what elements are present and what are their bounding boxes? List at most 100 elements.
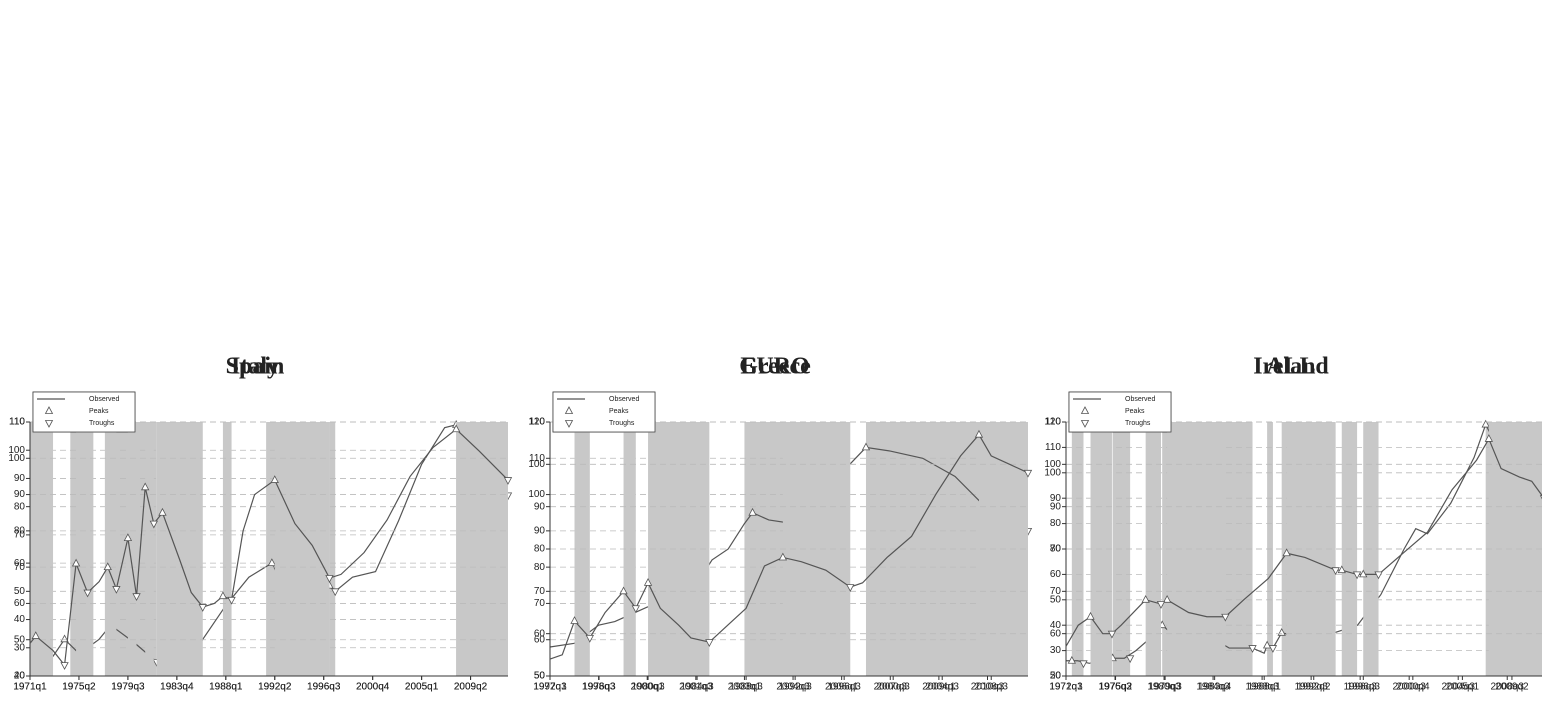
x-tick-label: 1979q3 bbox=[111, 682, 145, 693]
y-tick-label: 50 bbox=[14, 634, 26, 645]
x-tick-label: 1988q1 bbox=[209, 682, 243, 693]
peak-marker bbox=[267, 558, 277, 567]
y-tick-label: 40 bbox=[14, 614, 26, 625]
x-tick-label: 2000q1 bbox=[631, 682, 665, 693]
x-tick-label: 1976q3 bbox=[582, 682, 616, 693]
x-tick-label: 1971q1 bbox=[1049, 682, 1083, 693]
x-tick-label: 1980q3 bbox=[1147, 682, 1181, 693]
peak-marker bbox=[1067, 655, 1076, 664]
legend-label: Observed bbox=[609, 396, 639, 403]
x-tick-label: 1983q4 bbox=[160, 682, 194, 693]
x-tick-label: 1997q1 bbox=[533, 682, 567, 693]
trough-marker bbox=[1374, 571, 1383, 580]
trough-marker bbox=[331, 588, 340, 597]
recession-band bbox=[329, 422, 336, 676]
recession-band bbox=[1145, 422, 1161, 676]
peak-marker bbox=[1282, 548, 1291, 557]
y-tick-label: 90 bbox=[1050, 501, 1062, 512]
x-tick-label: 1975q2 bbox=[62, 682, 96, 693]
x-tick-label: 2005q1 bbox=[405, 682, 439, 693]
peak-marker bbox=[748, 507, 757, 516]
x-tick-label: 1992q2 bbox=[258, 682, 292, 693]
y-tick-label: 80 bbox=[534, 544, 546, 555]
recession-band bbox=[274, 422, 330, 676]
recession-band bbox=[104, 422, 117, 676]
y-tick-label: 60 bbox=[534, 628, 546, 639]
legend-label: Observed bbox=[1125, 396, 1155, 403]
legend-label: Peaks bbox=[609, 408, 629, 415]
x-tick-label: 2000q4 bbox=[356, 682, 390, 693]
x-tick-label: 1979q3 bbox=[1148, 682, 1182, 693]
x-tick-label: 1996q3 bbox=[307, 682, 341, 693]
x-tick-label: 1971q1 bbox=[13, 682, 47, 693]
y-tick-label: 80 bbox=[14, 525, 26, 536]
legend-swatch bbox=[44, 420, 54, 428]
x-tick-label: 2000q4 bbox=[356, 682, 390, 693]
x-tick-label: 1996q3 bbox=[1343, 682, 1377, 693]
x-tick-label: 1998q3 bbox=[582, 682, 616, 693]
observed-line bbox=[549, 433, 1029, 660]
x-tick-label: 1979q3 bbox=[111, 682, 145, 693]
peak-marker bbox=[141, 482, 150, 491]
x-tick-label: 1984q3 bbox=[680, 682, 714, 693]
x-tick-label: 1983q4 bbox=[160, 682, 194, 693]
x-tick-label: 2001q3 bbox=[679, 682, 713, 693]
x-tick-label: 1980q3 bbox=[631, 682, 665, 693]
trough-marker bbox=[1023, 469, 1033, 478]
y-tick-label: 120 bbox=[528, 417, 545, 428]
y-tick-label: 60 bbox=[1050, 628, 1062, 639]
y-tick-label: 90 bbox=[1050, 493, 1062, 504]
observed-line bbox=[1065, 437, 1542, 647]
x-tick-label: 1996q3 bbox=[307, 682, 341, 693]
recession-band bbox=[156, 422, 203, 676]
x-tick-label: 2006q1 bbox=[825, 682, 859, 693]
legend-label: Troughs bbox=[609, 420, 635, 427]
trough-marker bbox=[132, 593, 141, 602]
legend-label: Observed bbox=[89, 396, 119, 403]
trough-marker bbox=[1352, 571, 1362, 580]
chart-title: Italy bbox=[231, 354, 279, 380]
x-tick-label: 2009q2 bbox=[454, 682, 488, 693]
legend-swatch bbox=[44, 406, 54, 414]
y-tick-label: 20 bbox=[1050, 671, 1062, 682]
trough-marker bbox=[325, 575, 334, 583]
x-tick-label: 1972q3 bbox=[1049, 682, 1083, 693]
peak-marker bbox=[1262, 640, 1272, 649]
peak-marker bbox=[60, 634, 69, 643]
y-tick-label: 50 bbox=[534, 671, 546, 682]
chart-title: Ireland bbox=[1253, 354, 1329, 380]
trough-marker bbox=[1156, 601, 1166, 609]
x-tick-label: 1975q2 bbox=[62, 682, 96, 693]
trough-marker bbox=[60, 662, 69, 670]
peak-marker bbox=[861, 442, 871, 451]
y-tick-label: 70 bbox=[1050, 586, 1062, 597]
peak-marker bbox=[1337, 565, 1346, 574]
recession-band bbox=[145, 422, 154, 676]
trough-marker bbox=[1221, 613, 1230, 622]
peak-marker bbox=[1481, 419, 1490, 428]
x-tick-label: 1996q3 bbox=[1347, 682, 1381, 693]
x-tick-label: 2000q3 bbox=[876, 682, 910, 693]
y-tick-label: 90 bbox=[534, 525, 546, 536]
trough-marker bbox=[631, 605, 640, 614]
x-tick-label: 1992q2 bbox=[258, 682, 292, 693]
observed-line bbox=[29, 428, 509, 667]
y-tick-label: 40 bbox=[1050, 620, 1062, 631]
trough-marker bbox=[1107, 630, 1117, 639]
peak-marker bbox=[31, 631, 40, 639]
peak-marker bbox=[1086, 611, 1095, 620]
y-tick-label: 60 bbox=[1050, 569, 1062, 580]
peak-marker bbox=[778, 552, 788, 561]
x-tick-label: 2000q3 bbox=[1392, 682, 1426, 693]
y-tick-label: 110 bbox=[1045, 442, 1061, 453]
peak-marker bbox=[1484, 434, 1494, 442]
y-tick-label: 120 bbox=[1044, 417, 1061, 428]
recession-band bbox=[623, 422, 636, 676]
x-tick-label: 2007q3 bbox=[874, 682, 908, 693]
trough-marker bbox=[503, 477, 513, 485]
y-tick-label: 100 bbox=[528, 459, 545, 470]
peak-marker bbox=[1141, 594, 1150, 603]
peak-marker bbox=[158, 507, 167, 516]
